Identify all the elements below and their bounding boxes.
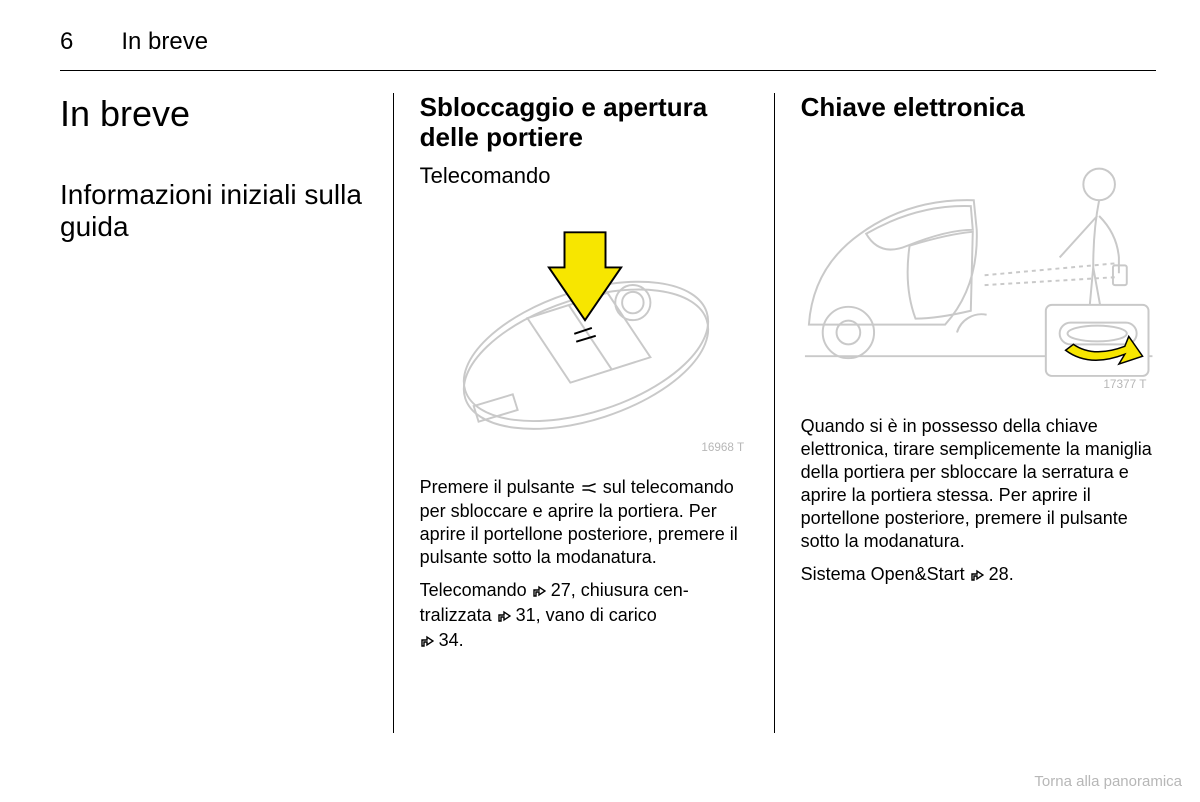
topic-title: Sbloccaggio e apertura delle portiere — [420, 93, 752, 153]
text: 31, vano di carico — [511, 605, 657, 625]
reference-arrow-icon — [420, 631, 434, 654]
unlock-icon — [580, 477, 598, 500]
section-title: Informazioni iniziali sulla guida — [60, 179, 365, 243]
page-number: 6 — [60, 28, 73, 56]
text: 28. — [984, 564, 1014, 584]
reference-arrow-icon — [497, 606, 511, 629]
paragraph: Premere il pulsante sul teleco­mando per… — [420, 476, 752, 569]
text: Telecomando — [420, 580, 532, 600]
topic-title: Chiave elettronica — [801, 93, 1156, 123]
figure-caption: 17377 T — [1103, 377, 1146, 391]
chapter-title: In breve — [60, 93, 365, 135]
text: Premere il pulsante — [420, 477, 580, 497]
column-3: Chiave elettronica — [775, 93, 1156, 733]
paragraph: Sistema Open&Start 28. — [801, 563, 1156, 588]
text: Sistema Open&Start — [801, 564, 970, 584]
header-rule — [60, 70, 1156, 71]
text: 34. — [434, 630, 464, 650]
electronic-key-figure: 17377 T — [801, 139, 1156, 396]
reference-arrow-icon — [532, 581, 546, 604]
paragraph: Telecomando 27, chiusura cen­tralizzata … — [420, 579, 752, 654]
remote-key-figure: 16968 T — [420, 203, 752, 457]
column-1: In breve Informazioni iniziali sulla gui… — [60, 93, 393, 733]
figure-caption: 16968 T — [701, 441, 744, 454]
back-to-overview-link[interactable]: Torna alla panoramica — [1034, 773, 1182, 790]
header-section: In breve — [121, 28, 208, 56]
reference-arrow-icon — [970, 565, 984, 588]
paragraph: Quando si è in possesso della chiave ele… — [801, 415, 1156, 553]
column-2: Sbloccaggio e apertura delle portiere Te… — [393, 93, 775, 733]
subsection-title: Telecomando — [420, 163, 752, 189]
